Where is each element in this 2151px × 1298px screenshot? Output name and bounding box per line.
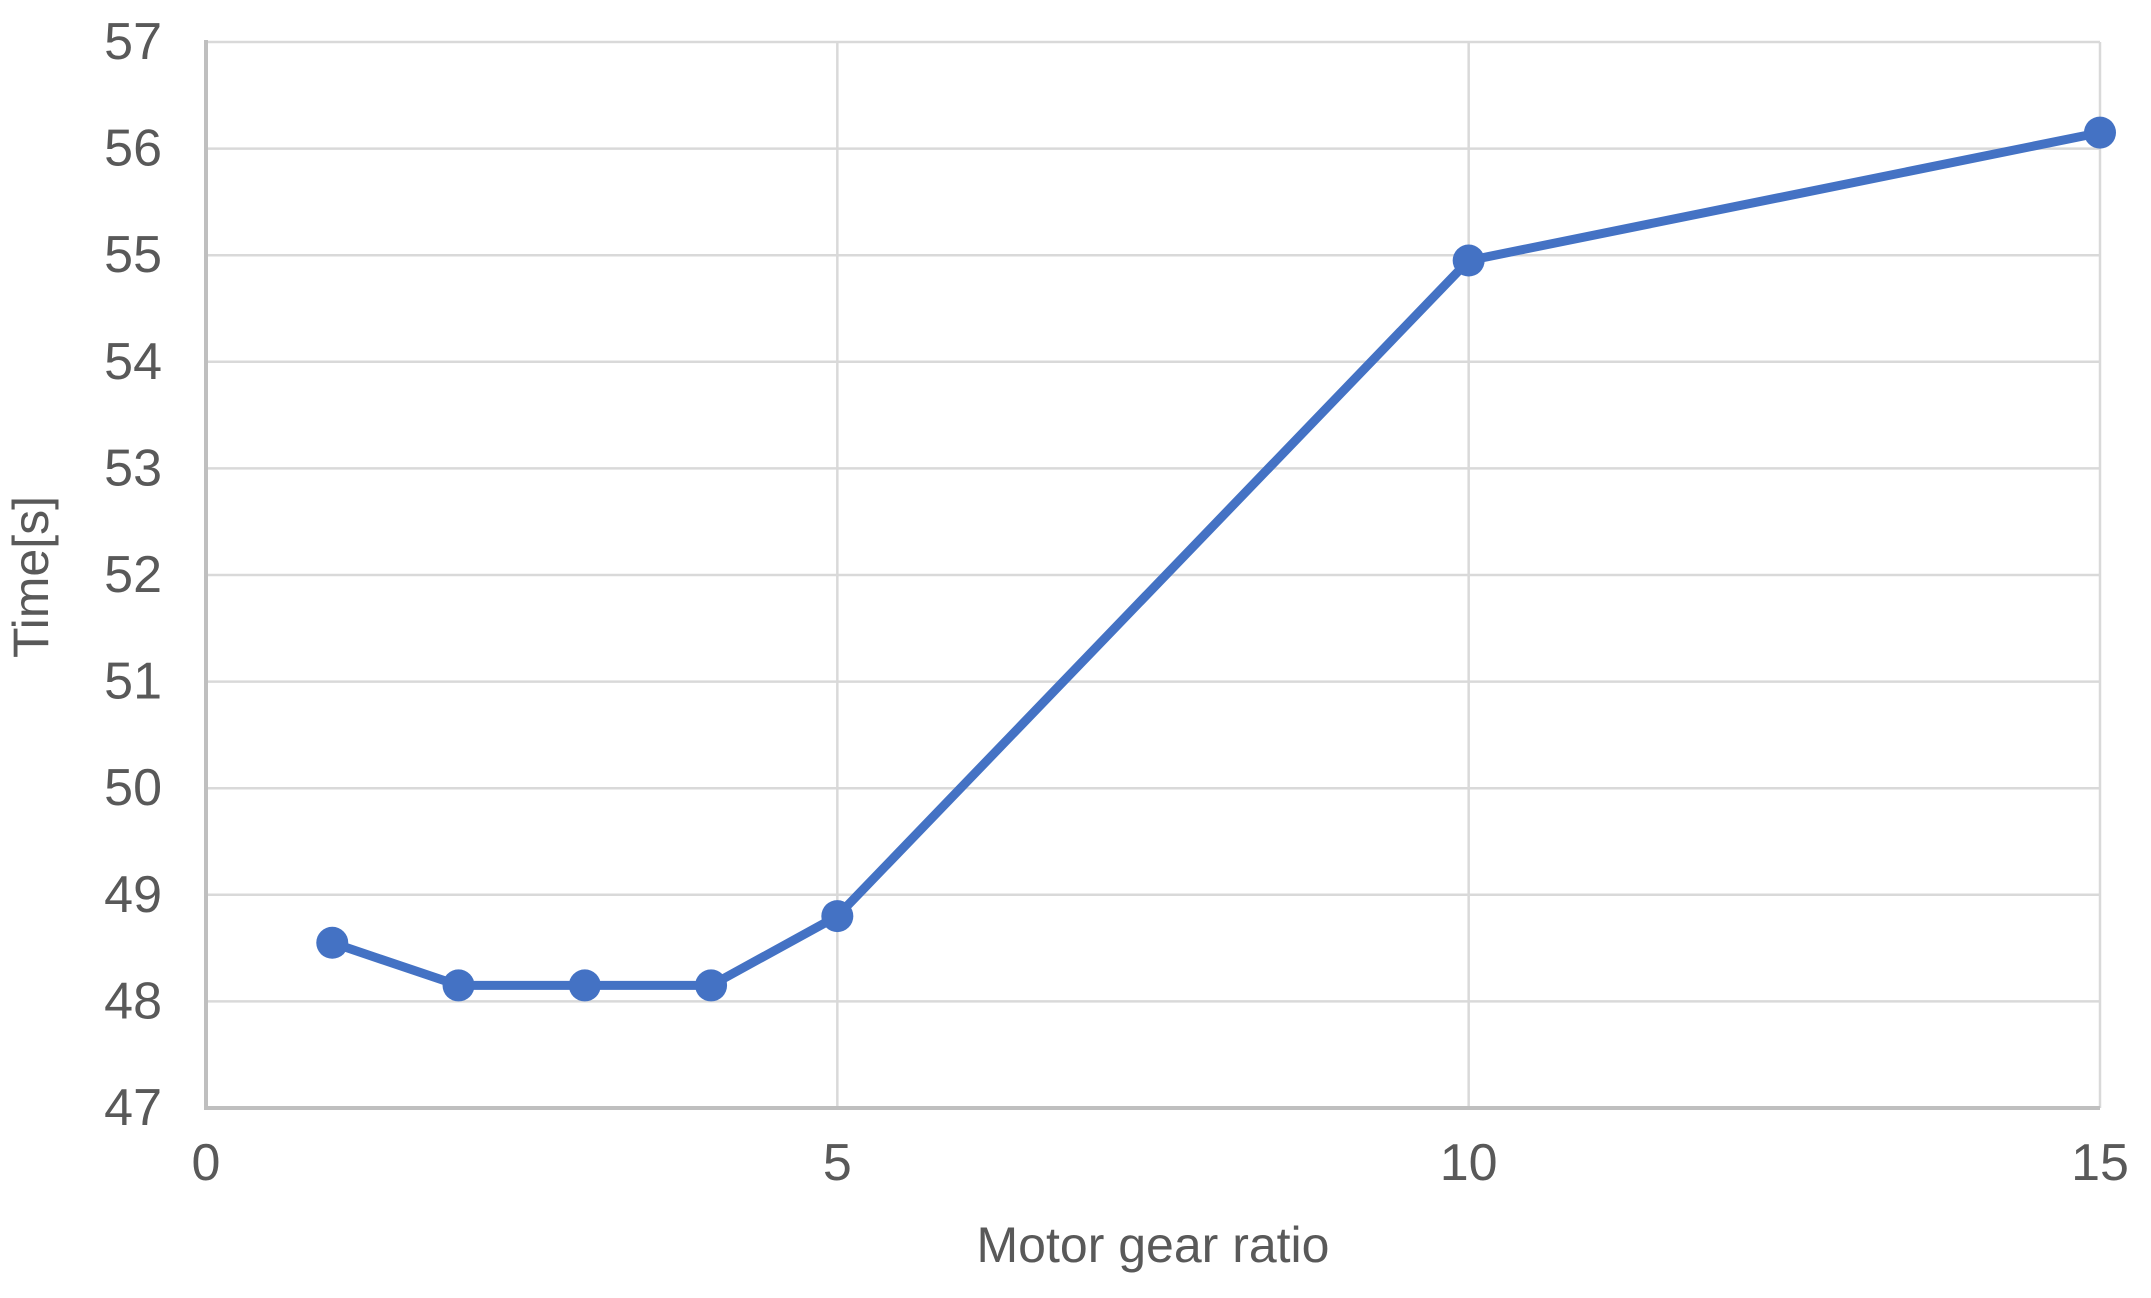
y-axis-title: Time[s] <box>3 496 59 658</box>
y-tick-label: 47 <box>104 1079 162 1137</box>
x-tick-label: 5 <box>823 1134 852 1192</box>
data-point-marker <box>442 969 475 1002</box>
data-point-marker <box>2084 116 2116 149</box>
y-tick-label: 57 <box>104 13 162 71</box>
series-line <box>327 128 2105 990</box>
tick-labels: 47 48 49 50 51 52 53 54 55 56 57 0 5 10 15 <box>104 13 2129 1192</box>
x-tick-label: 15 <box>2071 1134 2129 1192</box>
axes <box>204 40 2100 1110</box>
y-tick-label: 53 <box>104 439 162 497</box>
data-series <box>316 116 2116 1002</box>
x-axis-title: Motor gear ratio <box>977 1217 1330 1273</box>
y-tick-label: 49 <box>104 866 162 924</box>
y-tick-label: 54 <box>104 333 162 391</box>
data-point-marker <box>821 900 854 933</box>
gridlines <box>206 40 2102 1108</box>
y-tick-label: 56 <box>104 120 162 178</box>
data-point-marker <box>695 969 728 1002</box>
x-tick-label: 10 <box>1440 1134 1498 1192</box>
data-point-marker <box>316 926 349 959</box>
y-tick-label: 55 <box>104 226 162 284</box>
y-tick-label: 48 <box>104 972 162 1030</box>
y-tick-label: 52 <box>104 546 162 604</box>
y-tick-label: 51 <box>104 653 162 711</box>
x-tick-label: 0 <box>192 1134 221 1192</box>
data-point-marker <box>1452 244 1485 277</box>
y-tick-label: 50 <box>104 759 162 817</box>
data-point-marker <box>568 969 601 1002</box>
